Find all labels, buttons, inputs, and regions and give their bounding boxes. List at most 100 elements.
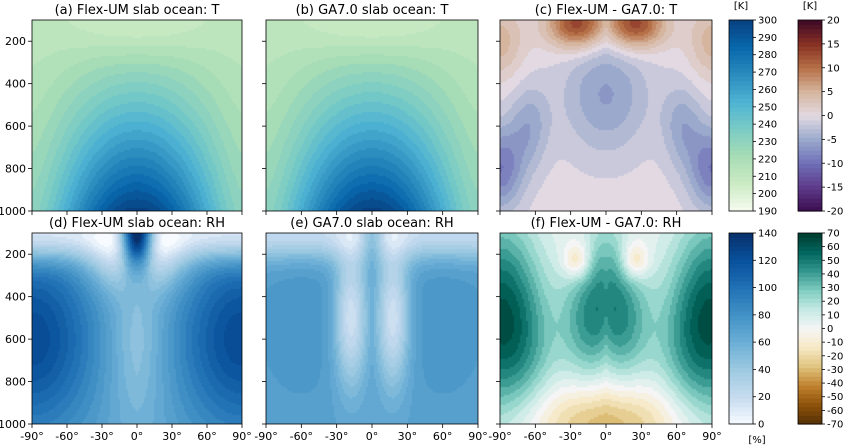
colorbar-tick-label: -15	[827, 183, 843, 194]
colorbar-band	[729, 389, 753, 395]
colorbar-band	[729, 419, 753, 425]
colorbar-band	[798, 406, 822, 412]
y-tick-label: 800	[5, 163, 26, 176]
colorbar-tick-label: -40	[827, 379, 843, 390]
colorbar-band	[729, 184, 753, 190]
colorbar-band	[729, 254, 753, 260]
colorbar-band	[729, 124, 753, 130]
colorbar-band	[798, 189, 822, 195]
x-tick-label: -30°	[90, 430, 113, 443]
colorbar-band	[729, 363, 753, 369]
colorbar-tick-label: 210	[758, 172, 777, 183]
colorbar-band	[798, 132, 822, 138]
x-tick-label: -90°	[488, 430, 511, 443]
colorbar-band	[798, 241, 822, 247]
colorbar-band	[729, 93, 753, 99]
colorbar-band	[729, 20, 753, 25]
colorbar-band	[798, 163, 822, 169]
colorbar-band	[798, 380, 822, 386]
colorbar-band	[798, 384, 822, 390]
colorbar-band	[798, 124, 822, 130]
colorbar-band	[798, 184, 822, 190]
colorbar-band	[729, 341, 753, 347]
colorbar-band	[729, 176, 753, 182]
colorbar-band	[729, 111, 753, 117]
colorbar-band	[729, 324, 753, 330]
colorbar-band	[798, 306, 822, 312]
colorbar-band	[729, 145, 753, 151]
colorbar-band	[798, 250, 822, 256]
colorbar-band	[729, 276, 753, 282]
colorbar-band	[729, 59, 753, 65]
colorbar-frame	[728, 19, 754, 212]
colorbar-tick-label: 10	[827, 63, 840, 74]
colorbar-band	[798, 167, 822, 173]
colorbar-tick-label: -30	[827, 365, 843, 376]
field-RH	[32, 233, 242, 424]
colorbar-unit: [K]	[803, 1, 817, 12]
colorbar-band	[729, 132, 753, 138]
colorbar-band	[729, 106, 753, 112]
y-tick-label: 1000	[0, 418, 26, 431]
y-tick-label: 800	[5, 376, 26, 389]
colorbar-tick-label: -20	[827, 351, 843, 362]
colorbar-band	[798, 67, 822, 73]
colorbar-band	[729, 302, 753, 308]
colorbar-band	[729, 197, 753, 203]
colorbar-tick-label: 140	[758, 229, 777, 240]
colorbar-2: -20 -15 -10 -5 0 5 10 15 20 [K]	[797, 1, 843, 218]
y-tick-label: 600	[5, 333, 26, 346]
colorbar-band	[729, 311, 753, 317]
colorbar-tick-label: 0	[827, 324, 833, 335]
colorbar-band	[729, 41, 753, 47]
colorbar-band	[798, 298, 822, 304]
colorbar-band	[729, 358, 753, 364]
colorbar-band	[729, 319, 753, 325]
colorbar-band	[798, 128, 822, 134]
colorbar-band	[798, 341, 822, 347]
colorbar-band	[729, 193, 753, 199]
colorbar-band	[729, 67, 753, 73]
colorbar-band	[729, 85, 753, 91]
colorbar-band	[798, 171, 822, 177]
colorbar-band	[729, 350, 753, 356]
colorbar-tick-label: 15	[827, 39, 840, 50]
colorbar-band	[798, 141, 822, 147]
colorbar-band	[798, 197, 822, 203]
colorbar-band	[798, 89, 822, 95]
colorbar-band	[729, 246, 753, 251]
colorbar-band	[729, 46, 753, 51]
colorbar-band	[798, 350, 822, 356]
colorbar-band	[729, 115, 753, 121]
colorbar-tick-label: -60	[827, 406, 843, 417]
colorbar-band	[798, 41, 822, 47]
x-tick-label: 90°	[468, 430, 488, 443]
colorbar-band	[798, 145, 822, 151]
colorbar-band	[729, 415, 753, 421]
colorbar-band	[729, 102, 753, 108]
panel-b: (b) GA7.0 slab ocean: T	[262, 3, 479, 215]
colorbar-band	[798, 76, 822, 82]
colorbar-band	[798, 150, 822, 156]
colorbar-band	[798, 102, 822, 108]
colorbar-band	[798, 311, 822, 317]
x-tick-label: 90°	[702, 430, 722, 443]
x-tick-label: 30°	[632, 430, 652, 443]
colorbar-band	[729, 28, 753, 34]
colorbar-tick-label: 220	[758, 154, 777, 165]
x-tick-label: 60°	[433, 430, 453, 443]
colorbar-band	[798, 154, 822, 160]
panel-title: (c) Flex-UM - GA7.0: T	[535, 3, 678, 18]
x-tick-label: -60°	[524, 430, 547, 443]
colorbar-band	[729, 285, 753, 291]
colorbar-band	[798, 328, 822, 334]
colorbar-band	[729, 280, 753, 286]
colorbar-tick-label: 260	[758, 85, 777, 96]
colorbar-band	[798, 202, 822, 208]
colorbar-band	[798, 111, 822, 117]
panel-d: (d) Flex-UM slab ocean: RH 200 400 600 800 10…	[0, 216, 252, 443]
x-tick-label: 30°	[398, 430, 418, 443]
colorbar-band	[798, 324, 822, 330]
colorbar-band	[729, 397, 753, 403]
colorbar-frame	[728, 232, 754, 425]
